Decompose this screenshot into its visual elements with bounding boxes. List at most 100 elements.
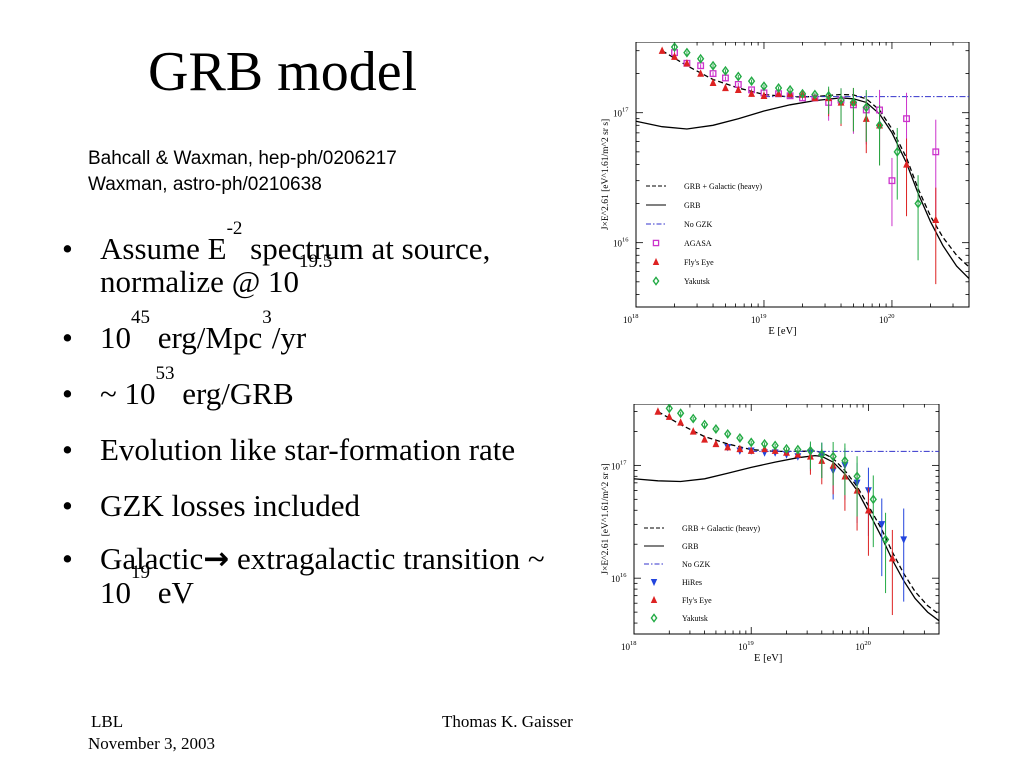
data-point xyxy=(786,84,794,95)
data-point xyxy=(712,439,720,448)
bullet-text: spectrum at source, normalize @ 10 xyxy=(100,231,491,299)
data-point xyxy=(849,97,858,108)
x-tick-label: 10 xyxy=(621,642,631,652)
bullet-superscript: 3 xyxy=(262,307,272,328)
data-point xyxy=(665,412,673,420)
data-point xyxy=(818,449,826,460)
data-point xyxy=(862,102,870,113)
bullet-marker: • xyxy=(62,541,73,576)
axis-ticks xyxy=(635,42,970,307)
y-tick-label: 10 xyxy=(611,574,621,584)
bullet-marker: • xyxy=(62,432,73,467)
data-point xyxy=(696,53,705,64)
legend-label: GRB xyxy=(684,201,700,210)
legend-label: No GZK xyxy=(682,560,710,569)
data-point xyxy=(683,47,691,58)
legend-label: Fly's Eye xyxy=(682,596,712,605)
bullet-text: erg/Mpc xyxy=(150,320,263,355)
data-point xyxy=(654,407,662,415)
bullet-marker: • xyxy=(62,488,73,523)
bottom-chart: 10 18 10 19 10 20 10 16 10 17 E [eV] J×E^2.61 [eV^1… xyxy=(596,404,941,666)
series-yakutsk xyxy=(670,42,922,261)
bullet-superscript: 53 xyxy=(155,363,175,384)
slide-title: GRB model xyxy=(148,41,418,103)
footer-venue: LBL xyxy=(91,712,124,731)
data-point xyxy=(700,419,709,430)
data-point xyxy=(734,85,742,94)
data-point xyxy=(903,115,910,123)
bullet-item: • 1045 erg/Mpc3/yr xyxy=(60,308,560,355)
y-tick-label: 10 xyxy=(613,239,623,249)
legend-marker xyxy=(650,595,658,604)
bullet-text: extragalactic transition ~ 10 xyxy=(100,541,545,610)
data-point xyxy=(888,177,896,185)
legend-label: Yakutsk xyxy=(682,614,708,623)
data-point xyxy=(881,534,890,545)
y-tick-label: 10 xyxy=(613,109,623,119)
data-point xyxy=(865,506,872,514)
x-tick-label: 10 xyxy=(623,315,633,325)
footer-author: Thomas K. Gaisser xyxy=(442,712,573,731)
legend-marker xyxy=(650,578,658,587)
data-point xyxy=(760,91,768,99)
data-point xyxy=(683,59,691,67)
data-point xyxy=(689,413,697,424)
data-point xyxy=(724,442,732,451)
plot-area xyxy=(636,42,969,285)
legend-label: GRB xyxy=(682,542,698,551)
data-point xyxy=(794,444,802,455)
bullet-marker: • xyxy=(62,320,73,355)
data-point xyxy=(747,76,756,87)
x-tick-label: 10 xyxy=(751,315,761,325)
legend-marker xyxy=(652,257,660,266)
data-point xyxy=(811,89,819,100)
bullet-item: • GZK losses included xyxy=(60,489,560,522)
data-point xyxy=(869,494,877,505)
bullet-text: /yr xyxy=(271,320,307,355)
bullet-item: • Assume E-2 spectrum at source, normaliz… xyxy=(60,219,560,299)
plot-area xyxy=(634,404,939,622)
references: Bahcall & Waxman, hep-ph/0206217 Waxman,… xyxy=(88,146,397,198)
bullet-text: eV xyxy=(150,575,194,610)
data-point xyxy=(760,81,768,92)
data-point xyxy=(824,90,833,101)
data-point xyxy=(709,60,717,71)
legend-marker xyxy=(650,613,658,623)
data-point xyxy=(853,471,861,482)
data-point xyxy=(806,445,815,456)
y-tick-label: 10 xyxy=(611,461,621,471)
legend-label: GRB + Galactic (heavy) xyxy=(684,182,762,191)
data-point xyxy=(760,438,769,449)
data-point xyxy=(734,71,742,82)
bullet-text: GZK losses included xyxy=(100,488,361,523)
bullet-marker: • xyxy=(62,376,73,411)
legend: GRB + Galactic (heavy) GRB No GZK HiRes Fly'… xyxy=(644,524,760,623)
arrow-right-icon: → xyxy=(203,541,230,577)
data-point xyxy=(900,536,908,544)
y-axis-label: J×E^2.61 [eV^1.61/m^2 sr s] xyxy=(601,463,611,574)
bullet-marker: • xyxy=(62,231,73,266)
plot-frame xyxy=(635,42,970,308)
data-point xyxy=(798,88,807,99)
data-point xyxy=(775,89,782,97)
data-point xyxy=(774,82,783,93)
bullet-text: 10 xyxy=(100,320,131,355)
data-point xyxy=(721,65,730,76)
legend: GRB + Galactic (heavy) GRB No GZK AGASA Fly'… xyxy=(646,182,762,286)
top-chart: 10 18 10 19 10 20 10 16 10 17 E [eV] J×E^2.61 [eV^1… xyxy=(596,42,971,342)
legend-marker xyxy=(652,239,660,247)
data-point xyxy=(658,46,666,54)
legend-label: Fly's Eye xyxy=(684,258,714,267)
footer-date: November 3, 2003 xyxy=(88,734,216,753)
legend-marker xyxy=(652,276,660,286)
data-point xyxy=(893,146,901,157)
x-tick-label-exponent: 19 xyxy=(747,640,754,647)
data-point xyxy=(709,78,717,86)
bullet-text: Evolution like star-formation rate xyxy=(100,432,516,467)
plot-frame xyxy=(633,404,940,635)
y-tick-label-exponent: 16 xyxy=(622,237,629,244)
bullet-item: • Evolution like star-formation rate xyxy=(60,433,560,466)
series-yakutsk xyxy=(665,404,890,594)
data-point xyxy=(837,95,845,106)
